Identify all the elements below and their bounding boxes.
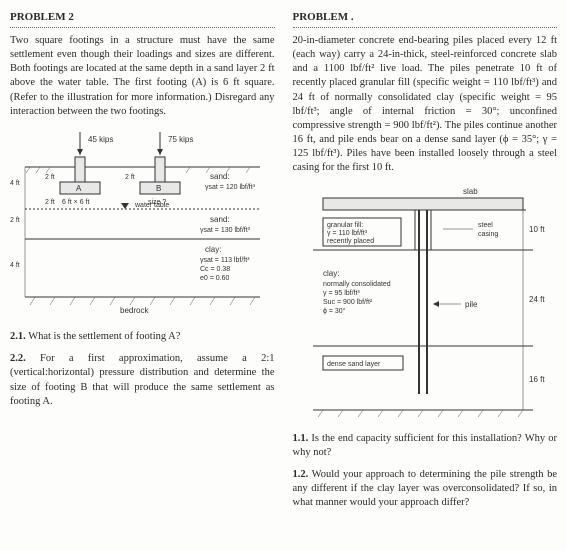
svg-text:Cc = 0.38: Cc = 0.38 bbox=[200, 266, 230, 273]
problem-right-intro: 20-in-diameter concrete end-bearing pile… bbox=[293, 34, 558, 176]
svg-text:6 ft × 6 ft: 6 ft × 6 ft bbox=[62, 199, 89, 206]
svg-text:A: A bbox=[76, 184, 82, 193]
problem-2-title: PROBLEM 2 bbox=[10, 10, 275, 28]
svg-text:pile: pile bbox=[465, 300, 478, 309]
svg-text:clay:: clay: bbox=[205, 245, 221, 254]
svg-text:sand:: sand: bbox=[210, 172, 230, 181]
problem-2-figure: 45 kips 75 kips A 6 ft × 6 ft bbox=[10, 127, 275, 322]
right-column: PROBLEM . 20-in-diameter concrete end-be… bbox=[293, 10, 558, 519]
problem-2-intro: Two square footings in a structure must … bbox=[10, 34, 275, 119]
svg-text:clay:: clay: bbox=[323, 269, 339, 278]
question-1-1: 1.1. Is the end capacity sufficient for … bbox=[293, 432, 558, 460]
svg-text:4 ft: 4 ft bbox=[10, 180, 20, 187]
q-text: Is the end capacity sufficient for this … bbox=[293, 433, 558, 458]
svg-text:normally consolidated: normally consolidated bbox=[323, 281, 391, 288]
question-2-2: 2.2. For a first approximation, assume a… bbox=[10, 352, 275, 409]
svg-text:45 kips: 45 kips bbox=[88, 135, 113, 144]
left-column: PROBLEM 2 Two square footings in a struc… bbox=[10, 10, 275, 519]
question-1-2: 1.2. Would your approach to determining … bbox=[293, 468, 558, 511]
q-text: Would your approach to determining the p… bbox=[293, 469, 558, 508]
q-text: For a first approximation, assume a 2:1 … bbox=[10, 353, 275, 407]
svg-text:ϕ = 30°: ϕ = 30° bbox=[323, 307, 346, 315]
svg-text:16 ft: 16 ft bbox=[529, 375, 545, 384]
svg-text:γ = 110 lbf/ft³: γ = 110 lbf/ft³ bbox=[327, 230, 368, 237]
svg-text:4 ft: 4 ft bbox=[10, 262, 20, 269]
svg-text:slab: slab bbox=[463, 187, 478, 196]
q-num: 1.2. bbox=[293, 469, 309, 480]
svg-text:75 kips: 75 kips bbox=[168, 135, 193, 144]
q-num: 1.1. bbox=[293, 433, 309, 444]
svg-text:2 ft: 2 ft bbox=[10, 217, 20, 224]
svg-text:γ = 95 lbf/ft³: γ = 95 lbf/ft³ bbox=[323, 290, 360, 297]
svg-text:2 ft: 2 ft bbox=[45, 174, 55, 181]
page-two-column: PROBLEM 2 Two square footings in a struc… bbox=[10, 10, 557, 519]
svg-text:water table: water table bbox=[134, 202, 169, 209]
svg-text:steel: steel bbox=[478, 222, 493, 229]
problem-right-title: PROBLEM . bbox=[293, 10, 558, 28]
q-num: 2.2. bbox=[10, 353, 26, 364]
svg-text:Suc = 900 lbf/ft²: Suc = 900 lbf/ft² bbox=[323, 299, 373, 306]
problem-right-figure: slab granular fill: γ = 110 lbf/ft³ rece… bbox=[293, 184, 558, 424]
svg-text:2 ft: 2 ft bbox=[125, 174, 135, 181]
svg-text:casing: casing bbox=[478, 231, 498, 238]
svg-text:γsat = 113 lbf/ft³: γsat = 113 lbf/ft³ bbox=[200, 257, 250, 264]
svg-text:bedrock: bedrock bbox=[120, 306, 149, 315]
q-text: What is the settlement of footing A? bbox=[28, 331, 180, 342]
svg-text:granular fill:: granular fill: bbox=[327, 222, 363, 229]
svg-text:24 ft: 24 ft bbox=[529, 295, 545, 304]
svg-text:γsat = 130 lbf/ft³: γsat = 130 lbf/ft³ bbox=[200, 227, 251, 234]
svg-text:2 ft: 2 ft bbox=[45, 199, 55, 206]
svg-text:dense sand layer: dense sand layer bbox=[327, 361, 381, 368]
svg-text:sand:: sand: bbox=[210, 215, 230, 224]
q-num: 2.1. bbox=[10, 331, 26, 342]
svg-text:γsat = 120 lbf/ft³: γsat = 120 lbf/ft³ bbox=[205, 184, 256, 191]
svg-text:10 ft: 10 ft bbox=[529, 225, 545, 234]
svg-text:B: B bbox=[156, 184, 161, 193]
question-2-1: 2.1. What is the settlement of footing A… bbox=[10, 330, 275, 344]
svg-text:e0 = 0.60: e0 = 0.60 bbox=[200, 275, 229, 282]
svg-text:recently placed: recently placed bbox=[327, 238, 374, 245]
